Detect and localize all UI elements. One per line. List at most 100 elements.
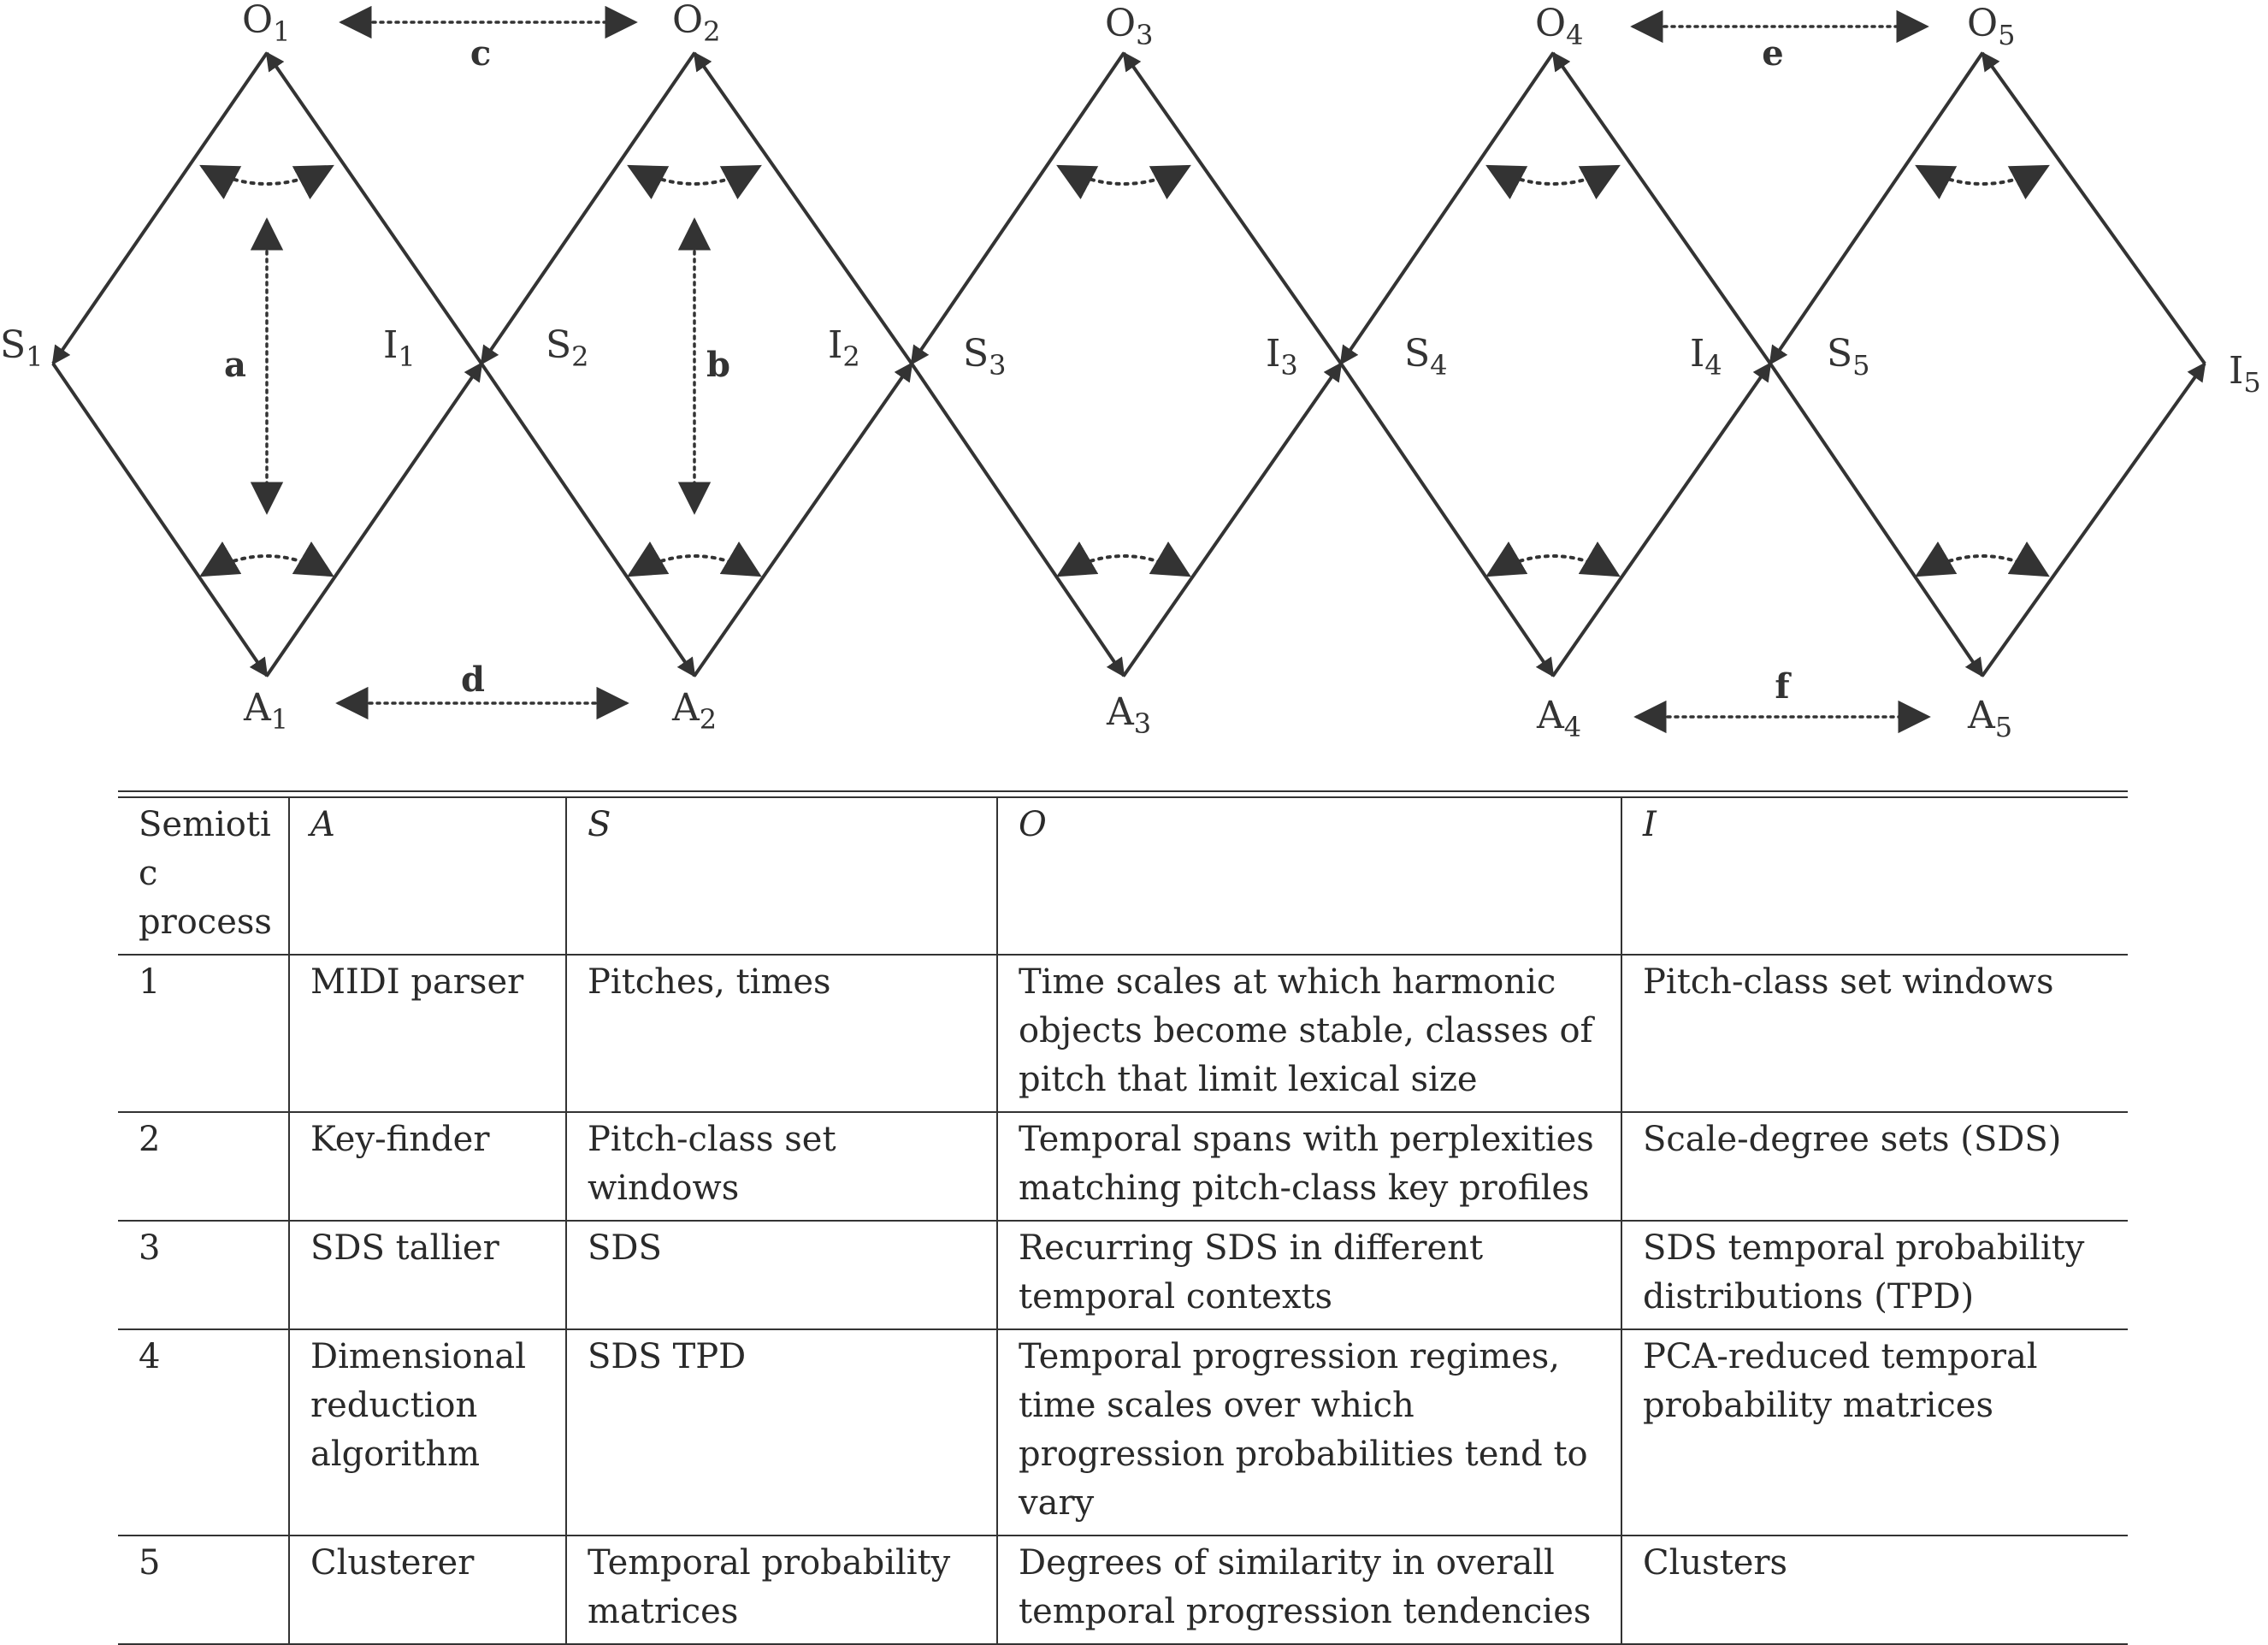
node-label-s1: S1 — [0, 323, 44, 373]
node-label-i4: I4 — [1690, 332, 1722, 382]
cell-i: Scale-degree sets (SDS) — [1621, 1111, 2128, 1221]
edge-s4-a4 — [1339, 362, 1555, 678]
cell-s: Pitch-class set windows — [565, 1111, 997, 1221]
edge-a4-i4 — [1551, 362, 1772, 678]
semiotic-process-table: Semiotic process A S O I 1 MIDI parser P… — [118, 796, 2128, 1645]
header-i: I — [1621, 797, 2128, 955]
edge-i5-o5 — [1981, 51, 2206, 365]
cell-a: Clusterer — [288, 1535, 566, 1644]
bottom-angle-arc-4 — [1485, 541, 1621, 577]
table-header-row: Semiotic process A S O I — [118, 797, 2128, 955]
cell-a: SDS tallier — [288, 1220, 566, 1329]
node-label-o4: O4 — [1535, 2, 1583, 51]
relation-label-e: e — [1762, 33, 1783, 74]
node-label-a2: A2 — [671, 686, 717, 736]
top-angle-arc-5 — [1915, 164, 2050, 200]
cell-o: Time scales at which harmonic objects be… — [996, 954, 1621, 1112]
node-label-a5: A5 — [1967, 694, 2012, 743]
node-label-s4: S4 — [1404, 332, 1448, 382]
table-row: 1 MIDI parser Pitches, times Time scales… — [118, 954, 2128, 1112]
top-angle-arc-1 — [199, 164, 334, 200]
cell-o: Recurring SDS in different temporal cont… — [996, 1220, 1621, 1329]
edge-i3-o3 — [1122, 51, 1343, 365]
node-label-o1: O1 — [242, 0, 290, 48]
cell-s: Temporal probability matrices — [565, 1535, 997, 1644]
edge-s3-a3 — [910, 362, 1125, 678]
edge-o5-s5 — [1769, 51, 1984, 365]
node-label-a3: A3 — [1106, 690, 1151, 740]
node-label-o5: O5 — [1967, 2, 2015, 51]
edge-i2-o2 — [693, 51, 913, 365]
top-angle-arc-4 — [1485, 164, 1621, 200]
header-semiotic-process: Semiotic process — [139, 805, 272, 942]
semiotic-process-table-container: Semiotic process A S O I 1 MIDI parser P… — [118, 790, 2128, 1645]
cell-s: SDS TPD — [565, 1328, 997, 1536]
table-row: 5 Clusterer Temporal probability matrice… — [118, 1535, 2128, 1644]
cell-o: Temporal spans with perplexities matchin… — [996, 1111, 1621, 1221]
cell-process: 3 — [118, 1220, 289, 1329]
cell-o: Degrees of similarity in overall tempora… — [996, 1535, 1621, 1644]
cell-process: 4 — [118, 1328, 289, 1536]
node-label-s3: S3 — [963, 332, 1007, 382]
cell-a: Key-finder — [288, 1111, 566, 1221]
edge-s5-a5 — [1769, 362, 1984, 678]
top-angle-arc-3 — [1056, 164, 1191, 200]
relation-label-d: d — [461, 660, 485, 700]
bottom-angle-arc-1 — [199, 541, 334, 577]
cell-a: MIDI parser — [288, 954, 566, 1112]
relation-label-b: b — [706, 345, 730, 385]
cell-i: Clusters — [1621, 1535, 2128, 1644]
edge-o3-s3 — [910, 51, 1125, 365]
edge-s2-a2 — [480, 362, 696, 678]
cell-s: SDS — [565, 1220, 997, 1329]
node-label-i3: I3 — [1266, 332, 1298, 382]
edge-o2-s2 — [480, 51, 696, 365]
table-row: 3 SDS tallier SDS Recurring SDS in diffe… — [118, 1220, 2128, 1329]
edge-i4-o4 — [1551, 51, 1772, 365]
header-a: A — [288, 797, 566, 955]
semiotic-chain-diagram: a b c d e f O1 O2 O3 O4 O5 S1 S2 S3 S4 S5 I1 I2 I3 I4 I5 A1 A2… — [0, 0, 2261, 743]
diamond-edges — [51, 51, 2206, 678]
header-o: O — [996, 797, 1621, 955]
relation-label-f: f — [1775, 666, 1792, 707]
top-angle-arc-2 — [627, 164, 762, 200]
bottom-angle-arc-5 — [1915, 541, 2050, 577]
relation-label-c: c — [470, 33, 491, 74]
cell-i: SDS temporal probability distributions (… — [1621, 1220, 2128, 1329]
angle-arcs — [199, 164, 2050, 577]
node-label-s2: S2 — [546, 323, 589, 373]
table-row: 4 Dimensional reduction algorithm SDS TP… — [118, 1328, 2128, 1536]
node-label-o2: O2 — [672, 0, 720, 48]
edge-a3-i3 — [1122, 362, 1343, 678]
table-top-rule — [118, 790, 2128, 792]
cell-i: Pitch-class set windows — [1621, 954, 2128, 1112]
cell-s: Pitches, times — [565, 954, 997, 1112]
header-s: S — [565, 797, 997, 955]
edge-i1-o1 — [265, 51, 483, 365]
node-label-i2: I2 — [828, 323, 860, 373]
edge-o4-s4 — [1339, 51, 1555, 365]
cell-o: Temporal progression regimes, time scale… — [996, 1328, 1621, 1536]
relation-label-a: a — [224, 345, 246, 385]
cell-process: 1 — [118, 954, 289, 1112]
edge-s1-a1 — [51, 362, 269, 678]
node-label-s5: S5 — [1827, 332, 1870, 382]
table-row: 2 Key-finder Pitch-class set windows Tem… — [118, 1111, 2128, 1221]
node-label-a1: A1 — [243, 686, 288, 736]
cell-process: 2 — [118, 1111, 289, 1221]
node-label-i1: I1 — [383, 323, 416, 373]
relation-arrows — [250, 5, 1931, 734]
cell-process: 5 — [118, 1535, 289, 1644]
edge-a2-i2 — [693, 362, 913, 678]
edge-a5-i5 — [1981, 362, 2206, 678]
node-label-o3: O3 — [1105, 2, 1153, 51]
node-label-a4: A4 — [1536, 694, 1581, 743]
bottom-angle-arc-2 — [627, 541, 762, 577]
node-labels: a b c d e f O1 O2 O3 O4 O5 S1 S2 S3 S4 S5 I1 I2 I3 I4 I5 A1 A2… — [0, 0, 2261, 743]
cell-a: Dimensional reduction algorithm — [288, 1328, 566, 1536]
bottom-angle-arc-3 — [1056, 541, 1191, 577]
edge-a1-i1 — [265, 362, 483, 678]
cell-i: PCA-reduced temporal probability matrice… — [1621, 1328, 2128, 1536]
node-label-i5: I5 — [2229, 349, 2261, 399]
edge-o1-s1 — [51, 51, 269, 365]
